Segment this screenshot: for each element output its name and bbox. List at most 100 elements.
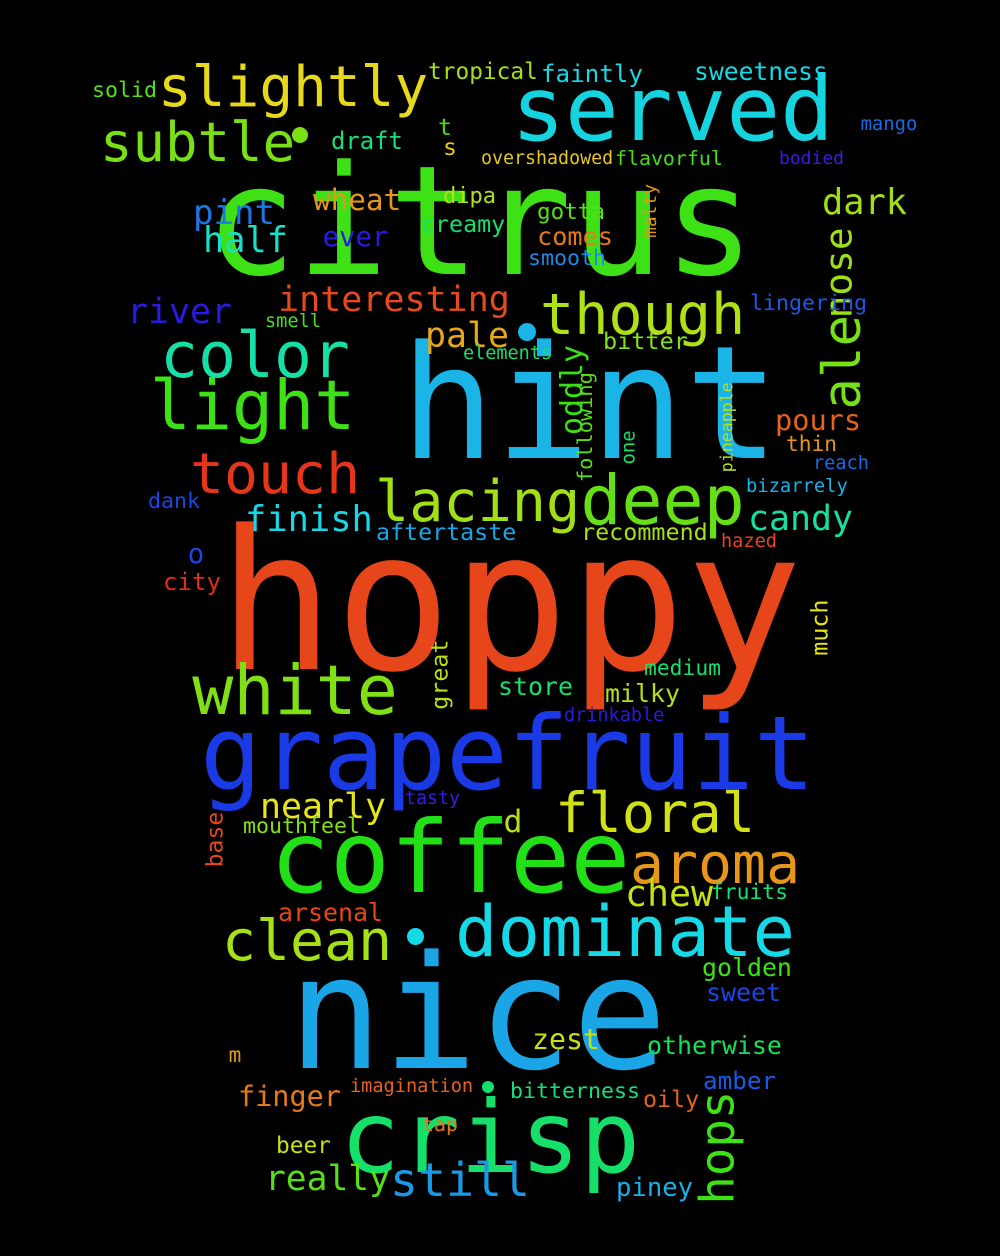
word-s: s xyxy=(443,135,457,162)
word-d: d xyxy=(503,804,523,841)
word-arsenal: arsenal xyxy=(278,898,383,928)
word-candy: candy xyxy=(748,498,854,539)
word-otherwise: otherwise xyxy=(647,1031,782,1061)
word-flavorful: flavorful xyxy=(615,147,723,171)
word-recommend: recommend xyxy=(581,518,708,547)
word-oily: oily xyxy=(643,1086,700,1114)
word-tropical: tropical xyxy=(428,58,538,85)
word-thin: thin xyxy=(786,431,838,457)
word-deep: deep xyxy=(580,462,745,542)
word-o: o xyxy=(187,539,205,571)
word-slightly: slightly xyxy=(158,54,429,120)
word-dark: dark xyxy=(822,182,908,224)
word-pale: pale xyxy=(425,315,510,356)
word-half: half xyxy=(202,220,288,262)
word-great: great xyxy=(426,639,454,711)
word-grapefruit: grapefruit xyxy=(200,694,816,814)
word-ale: ale xyxy=(811,315,873,410)
word-light: light xyxy=(149,367,356,447)
word-solid: solid xyxy=(92,78,158,104)
word-dominate: dominate xyxy=(455,890,796,974)
word-floral: floral xyxy=(555,782,756,847)
word-nice: nice xyxy=(287,923,668,1107)
word-medium: medium xyxy=(644,656,721,682)
word-sweet: sweet xyxy=(706,977,781,1007)
word-nearly: nearly xyxy=(260,786,387,827)
word-gotta: gotta xyxy=(536,198,605,225)
word-t: t xyxy=(438,115,452,142)
word-pours: pours xyxy=(775,402,862,437)
word-golden: golden xyxy=(702,953,792,983)
word-finger: finger xyxy=(237,1079,341,1113)
word-aroma: aroma xyxy=(630,831,801,897)
word-smooth: smooth xyxy=(528,246,607,272)
word-reach: reach xyxy=(812,453,869,475)
word-interesting: interesting xyxy=(278,280,510,321)
word-faintly: faintly xyxy=(540,59,643,88)
word-pineapple: pineapple xyxy=(717,382,737,472)
word-clean: clean xyxy=(222,909,393,975)
word-store: store xyxy=(498,671,573,701)
word-following: following xyxy=(572,372,597,482)
subtle-dot xyxy=(292,127,308,143)
word-much: much xyxy=(806,599,834,657)
word-drinkable: drinkable xyxy=(564,705,665,727)
word-comes: comes xyxy=(537,222,613,252)
word-piney: piney xyxy=(616,1172,694,1203)
word-river: river xyxy=(127,291,233,332)
word-bizarrely: bizarrely xyxy=(745,476,848,498)
word-dipa: dipa xyxy=(443,183,496,209)
word-lingering: lingering xyxy=(749,291,867,317)
word-milky: milky xyxy=(605,678,680,708)
word-crisp: crisp xyxy=(340,1078,641,1196)
word-imagination: imagination xyxy=(349,1076,474,1098)
word-city: city xyxy=(163,567,222,596)
word-draft: draft xyxy=(330,127,403,156)
word-touch: touch xyxy=(190,441,361,507)
pale-dot xyxy=(518,323,536,341)
word-served: served xyxy=(511,57,834,162)
word-bodied: bodied xyxy=(778,147,845,169)
word-creamy: creamy xyxy=(421,211,506,239)
word-bitter: bitter xyxy=(602,327,688,356)
word-elements: elements xyxy=(462,343,553,365)
word-color: color xyxy=(160,318,350,392)
bitterness-dot xyxy=(482,1081,494,1093)
word-hint: hint xyxy=(400,313,780,497)
word-chew: chew xyxy=(624,871,714,915)
word-hazed: hazed xyxy=(720,531,777,553)
word-hoppy: hoppy xyxy=(217,489,803,716)
clean-dot xyxy=(407,928,424,945)
word-fruits: fruits xyxy=(711,880,788,906)
word-dank: dank xyxy=(147,489,200,515)
word-aftertaste: aftertaste xyxy=(376,519,517,547)
word-hops: hops xyxy=(689,1090,745,1205)
word-base: base xyxy=(202,812,229,868)
word-mouthfeel: mouthfeel xyxy=(242,813,360,839)
word-tap: tap xyxy=(422,1113,458,1137)
word-sweetness: sweetness xyxy=(693,56,828,86)
word-m: m xyxy=(228,1042,242,1067)
word-though: though xyxy=(540,281,746,348)
word-finish: finish xyxy=(245,499,373,541)
word-subtle: subtle xyxy=(100,110,296,174)
word-smell: smell xyxy=(264,311,321,333)
word-one: one xyxy=(617,430,640,465)
word-mango: mango xyxy=(860,112,918,135)
word-ever: ever xyxy=(322,222,389,254)
word-pint: pint xyxy=(193,192,276,233)
word-lacing: lacing xyxy=(375,469,581,536)
word-zest: zest xyxy=(532,1022,600,1056)
word-citrus: citrus xyxy=(205,133,756,311)
word-beer: beer xyxy=(276,1132,331,1159)
word-white: white xyxy=(192,652,398,732)
word-bitterness: bitterness xyxy=(509,1079,640,1105)
word-still: still xyxy=(390,1152,530,1207)
word-wheat: wheat xyxy=(312,183,402,218)
word-overshadowed: overshadowed xyxy=(481,148,614,170)
word-tasty: tasty xyxy=(405,788,461,810)
word-coffee: coffee xyxy=(269,798,631,916)
word-amber: amber xyxy=(703,1065,777,1095)
word-really: really xyxy=(264,1158,390,1199)
